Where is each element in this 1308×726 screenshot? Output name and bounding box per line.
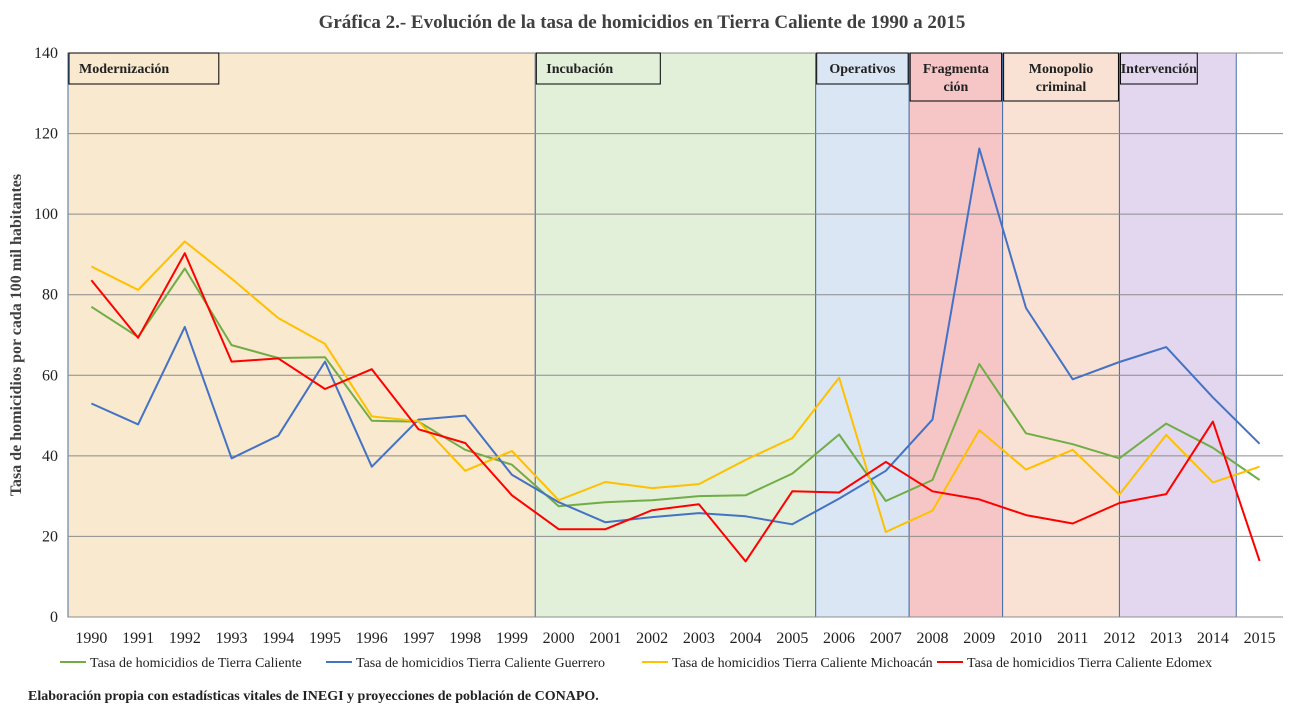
period-label-3: Fragmenta ción — [909, 52, 1003, 102]
period-label-box-1 — [535, 52, 661, 85]
x-tick-label-7: 1997 — [402, 630, 434, 647]
legend-label-3: Tasa de homicidios Tierra Caliente Edome… — [967, 656, 1212, 671]
x-tick-label-22: 2012 — [1103, 630, 1135, 647]
chart-title: Gráfica 2.- Evolución de la tasa de homi… — [319, 12, 966, 33]
period-label-text-1-0: Incubación — [546, 62, 613, 77]
y-tick-label-3: 60 — [42, 367, 58, 384]
legend-label-2: Tasa de homicidios Tierra Caliente Micho… — [672, 656, 933, 671]
period-label-text-2-0: Operativos — [829, 62, 896, 77]
x-tick-label-0: 1990 — [75, 630, 107, 647]
series-lines — [90, 147, 1261, 563]
x-tick-label-1: 1991 — [122, 630, 154, 647]
x-tick-label-6: 1996 — [356, 630, 388, 647]
source-note: Elaboración propia con estadísticas vita… — [28, 689, 599, 704]
y-tick-label-6: 120 — [34, 126, 58, 143]
legend-label-0: Tasa de homicidios de Tierra Caliente — [90, 656, 302, 671]
x-tick-label-14: 2004 — [730, 630, 762, 647]
y-tick-label-2: 40 — [42, 448, 58, 465]
period-label-text-4-0: Monopolio — [1029, 62, 1094, 77]
period-label-4: Monopolio criminal — [1003, 52, 1119, 102]
period-band-3 — [908, 52, 1004, 618]
period-labels: Modernización Incubación Operativos Fragmen… — [68, 52, 1198, 102]
period-label-0: Modernización — [68, 52, 220, 85]
legend-label-1: Tasa de homicidios Tierra Caliente Guerr… — [356, 656, 605, 671]
period-band-1 — [534, 52, 817, 618]
y-tick-label-5: 100 — [34, 206, 58, 223]
series-line-0 — [90, 267, 1261, 508]
series-line-2 — [90, 240, 1260, 533]
period-band-0 — [67, 52, 536, 618]
y-tick-label-4: 80 — [42, 287, 58, 304]
y-axis-title: Tasa de homicidios por cada 100 mil habi… — [8, 174, 25, 496]
x-tick-label-19: 2009 — [963, 630, 995, 647]
x-tick-label-4: 1994 — [262, 630, 294, 647]
period-label-box-4 — [1003, 52, 1119, 102]
y-tick-label-1: 20 — [42, 528, 58, 545]
period-label-1: Incubación — [535, 52, 661, 85]
period-label-text-4-1: criminal — [1036, 80, 1087, 95]
x-tick-label-9: 1999 — [496, 630, 528, 647]
x-tick-label-20: 2010 — [1010, 630, 1042, 647]
x-tick-label-10: 2000 — [543, 630, 575, 647]
x-tick-label-11: 2001 — [589, 630, 621, 647]
x-tick-label-21: 2011 — [1057, 630, 1088, 647]
x-tick-label-17: 2007 — [870, 630, 902, 647]
y-axis-ticks: 0 20 40 60 80 100 120 140 — [34, 45, 58, 626]
x-tick-label-16: 2006 — [823, 630, 855, 647]
x-tick-label-13: 2003 — [683, 630, 715, 647]
x-tick-label-15: 2005 — [776, 630, 808, 647]
period-label-box-2 — [816, 52, 909, 85]
x-tick-label-23: 2013 — [1150, 630, 1182, 647]
period-label-2: Operativos — [816, 52, 909, 85]
period-label-text-3-0: Fragmenta — [923, 62, 989, 77]
x-axis-ticks: 1990 1991 1992 1993 1994 1995 1996 1997 1998 1999… — [75, 630, 1275, 647]
x-tick-label-12: 2002 — [636, 630, 668, 647]
period-label-box-5 — [1119, 52, 1198, 85]
x-tick-label-5: 1995 — [309, 630, 341, 647]
y-tick-label-7: 140 — [34, 45, 58, 62]
grid-lines — [68, 52, 1283, 618]
period-label-box-0 — [68, 52, 220, 85]
period-band-5 — [1118, 52, 1237, 618]
series-line-3 — [90, 252, 1261, 563]
x-tick-label-25: 2015 — [1244, 630, 1276, 647]
x-tick-label-24: 2014 — [1197, 630, 1229, 647]
period-label-text-5-0: Intervención — [1121, 62, 1197, 77]
x-tick-label-18: 2008 — [917, 630, 949, 647]
legend: Tasa de homicidios de Tierra Caliente Tas… — [60, 656, 1212, 671]
period-label-text-3-1: ción — [943, 80, 968, 95]
x-tick-label-8: 1998 — [449, 630, 481, 647]
period-label-box-3 — [909, 52, 1003, 102]
x-tick-label-3: 1993 — [216, 630, 248, 647]
y-tick-label-0: 0 — [50, 609, 58, 626]
period-label-5: Intervención — [1119, 52, 1198, 85]
period-bands — [67, 52, 1237, 618]
period-band-4 — [1002, 52, 1120, 618]
period-label-text-0-0: Modernización — [79, 62, 169, 77]
x-tick-label-2: 1992 — [169, 630, 201, 647]
period-band-2 — [815, 52, 910, 618]
series-line-1 — [90, 147, 1261, 526]
